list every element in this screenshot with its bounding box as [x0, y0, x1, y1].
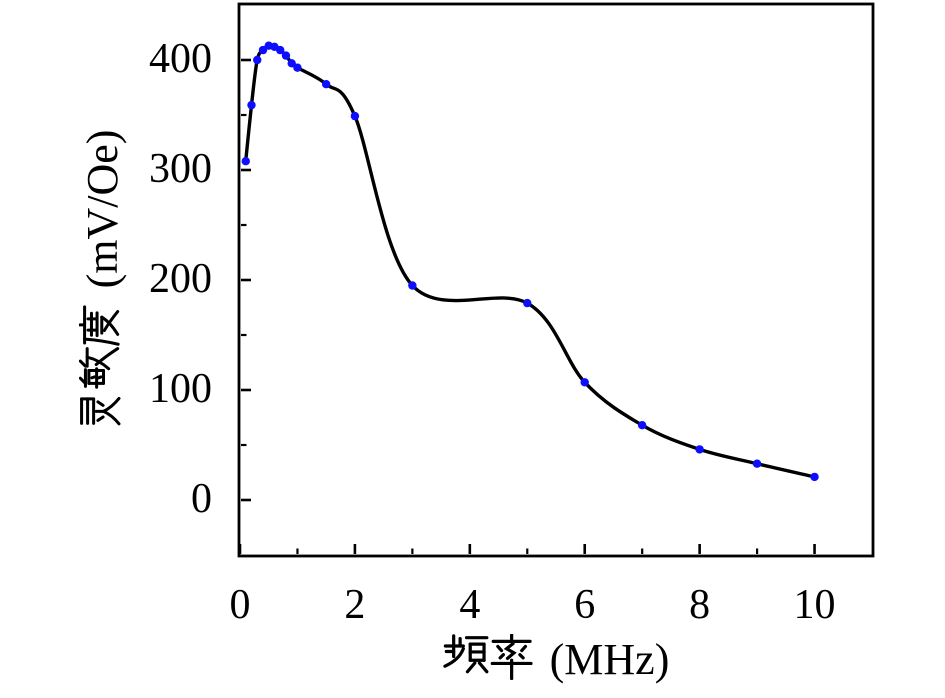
data-point [258, 45, 268, 55]
x-tick-label: 2 [344, 582, 366, 628]
data-point [241, 157, 250, 166]
data-point [276, 45, 285, 55]
y-axis-label-unit: (mV/Oe) [78, 129, 127, 300]
y-axis-label: (mV/Oe) [78, 129, 127, 433]
cjk-character-glyph [79, 303, 122, 346]
x-axis-label: (MHz) [443, 634, 670, 685]
data-point [408, 281, 417, 290]
data-point [321, 80, 331, 89]
x-tick-label: 0 [229, 582, 251, 628]
y-tick-label: 100 [149, 366, 212, 413]
cjk-character-glyph [79, 346, 122, 389]
x-tick-label: 8 [689, 582, 711, 628]
x-tick-label: 4 [459, 582, 481, 628]
y-tick-label: 200 [149, 256, 212, 303]
data-point [810, 472, 819, 482]
y-tick-label: 400 [149, 36, 212, 83]
x-tick-label: 6 [574, 582, 596, 628]
data-point [287, 59, 296, 68]
y-tick-label: 300 [149, 146, 212, 193]
data-point [637, 421, 647, 430]
data-curve [244, 43, 815, 479]
cjk-character-glyph [79, 389, 122, 432]
y-tick-label: 0 [191, 476, 212, 523]
x-axis-label-unit: (MHz) [538, 634, 670, 684]
plot-border [237, 2, 875, 558]
data-point [247, 100, 256, 110]
x-tick-label: 10 [793, 582, 836, 628]
data-point [281, 51, 291, 60]
cjk-character-glyph [489, 634, 535, 680]
data-point [752, 459, 762, 468]
data-point [350, 111, 360, 121]
x-axis-label-cjk-glyphs [443, 634, 535, 685]
data-point [253, 55, 262, 65]
data-point [523, 298, 532, 308]
data-point [293, 63, 302, 72]
data-point [695, 445, 704, 454]
cjk-character-glyph [443, 634, 489, 680]
data-point [580, 378, 589, 387]
y-axis-label-cjk-glyphs [79, 303, 127, 432]
